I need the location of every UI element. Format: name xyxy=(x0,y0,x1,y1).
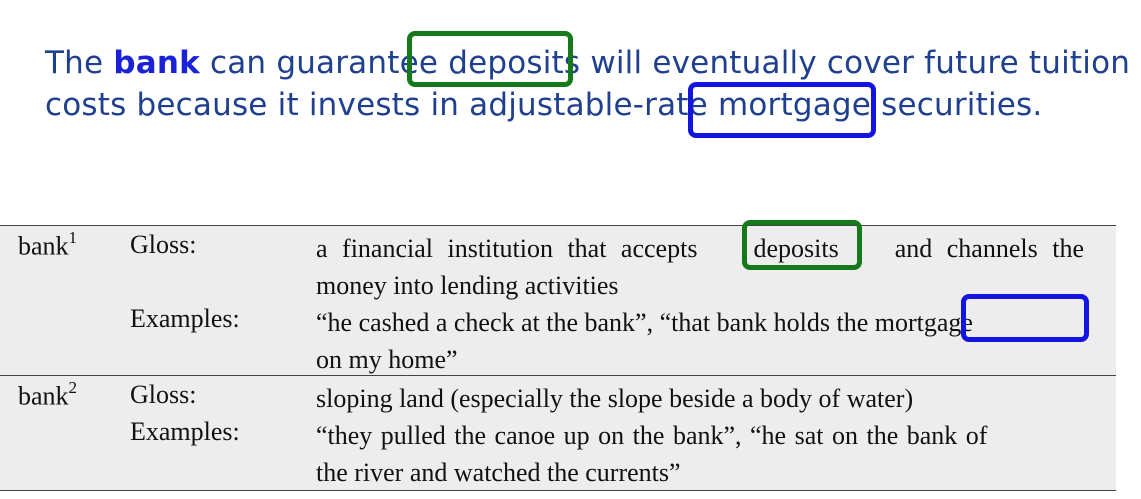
sense-table: bank1 Gloss: a financial institution tha… xyxy=(0,225,1116,491)
examples-word-mortgage: mortgage xyxy=(874,308,973,337)
sentence-part: securities. xyxy=(871,87,1043,123)
sense-term: bank1 xyxy=(18,228,78,262)
target-word-bank: bank xyxy=(113,45,200,81)
gloss-deposits-highlight xyxy=(742,220,862,270)
gloss-word-deposits: deposits xyxy=(753,234,839,263)
context-word-mortgage: mortgage xyxy=(717,87,872,123)
gloss-text-part: a financial institution that accepts xyxy=(316,234,698,263)
examples-mortgage-highlight xyxy=(961,294,1089,342)
sense-term: bank2 xyxy=(18,378,78,412)
gloss-text: a financial institution that accepts dep… xyxy=(316,230,1084,304)
examples-label: Examples: xyxy=(130,304,240,333)
sentence-part: will eventually cover future tuition xyxy=(580,45,1131,81)
sense-number: 1 xyxy=(68,228,78,247)
examples-text-part: the river and watched the currents” xyxy=(316,458,681,487)
sense-row-bank-1: bank1 Gloss: a financial institution tha… xyxy=(0,226,1116,374)
sentence-mortgage-highlight xyxy=(688,82,876,138)
examples-text-part: “he cashed a check at the bank”, “that b… xyxy=(316,308,875,337)
sense-row-bank-2: bank2 Gloss: sloping land (especially th… xyxy=(0,375,1116,490)
context-word-deposits: deposits xyxy=(448,45,581,81)
gloss-text-part: sloping land (especially the slope besid… xyxy=(316,384,914,413)
examples-text: “they pulled the canoe up on the bank”, … xyxy=(316,417,1084,491)
sentence-part: costs because it invests in adjustable-r… xyxy=(45,87,718,123)
gloss-label: Gloss: xyxy=(130,380,197,409)
example-sentence: The bank can guarantee deposits will eve… xyxy=(45,42,1135,126)
gloss-text: sloping land (especially the slope besid… xyxy=(316,380,1084,417)
examples-text-part: “they pulled the canoe up on the bank”, … xyxy=(316,421,988,450)
examples-text: “he cashed a check at the bank”, “that b… xyxy=(316,304,1084,378)
sentence-deposits-highlight xyxy=(407,31,573,87)
gloss-label: Gloss: xyxy=(130,230,197,259)
term-text: bank xyxy=(18,381,69,411)
sentence-part: The xyxy=(45,45,114,81)
gloss-text-part: money into lending activities xyxy=(316,271,619,300)
sense-number: 2 xyxy=(68,378,78,397)
term-text: bank xyxy=(18,231,69,261)
examples-text-part: on my home” xyxy=(316,345,458,374)
sentence-part: can guarantee xyxy=(199,45,449,81)
examples-label: Examples: xyxy=(130,417,240,446)
gloss-text-part: and channels the xyxy=(894,234,1084,263)
